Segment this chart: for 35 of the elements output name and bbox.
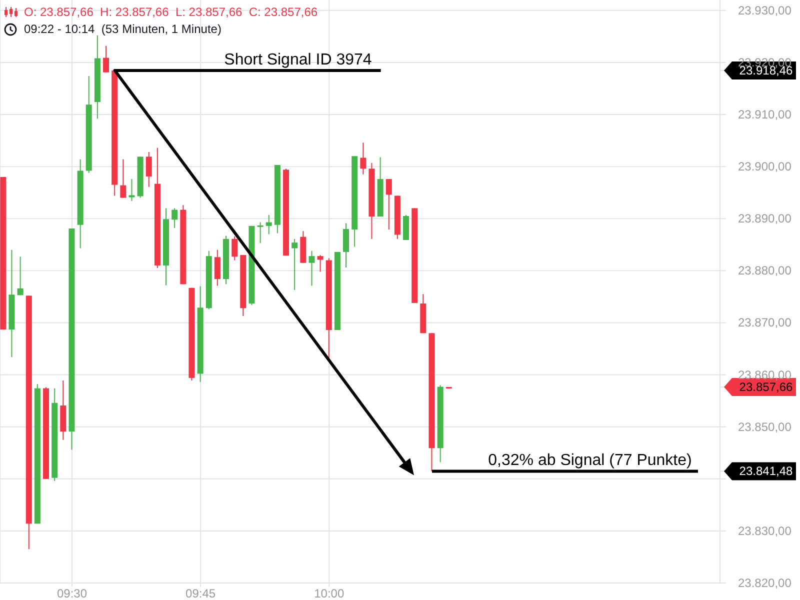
y-tick-label: 23.880,00: [738, 264, 792, 278]
annotation: Short Signal ID 3974: [224, 51, 372, 68]
candlestick: [128, 178, 135, 202]
candlestick: [317, 254, 324, 272]
candlestick: [232, 236, 238, 261]
candlestick: [103, 45, 110, 73]
candlestick: [292, 238, 298, 290]
candlestick: [386, 178, 392, 230]
chart-title: O: 23.857,66 H: 23.857,66 L: 23.857,66 C: 23.857,66: [24, 4, 318, 20]
candlestick: [17, 256, 24, 296]
candlestick: [360, 142, 366, 175]
x-tick-label: 09:45: [186, 586, 216, 600]
y-tick-label: 23.830,00: [738, 524, 792, 538]
y-tick-label: 23.900,00: [738, 160, 792, 174]
y-tick-label: 23.841,48: [739, 464, 794, 478]
y-tick-label: 23.850,00: [738, 420, 792, 434]
candlestick: [120, 158, 126, 198]
x-tick-label: 10:00: [314, 586, 344, 600]
candlestick: [146, 151, 152, 188]
y-tick-label: 23.930,00: [738, 3, 792, 18]
candlestick: [343, 222, 349, 268]
y-tick-label: 23.890,00: [738, 212, 792, 226]
candlestick: [214, 249, 220, 286]
candlestick: [308, 250, 315, 286]
candlestick: [266, 214, 272, 235]
candlestick: [257, 222, 264, 244]
annotation: 0,32% ab Signal (77 Punkte): [488, 452, 692, 470]
candlestick: [172, 208, 178, 228]
text: 09:22 - 10:14 (53 Minuten, 1 Minute): [24, 21, 222, 37]
y-tick-label: 23.910,00: [738, 108, 792, 122]
y-tick-label: 23.820,00: [738, 576, 792, 590]
y-tick-label: 23.870,00: [738, 316, 792, 330]
y-tick-label: 23.857,66: [739, 380, 794, 394]
candlestick: [403, 214, 410, 240]
x-tick-label: 09:30: [56, 586, 88, 600]
